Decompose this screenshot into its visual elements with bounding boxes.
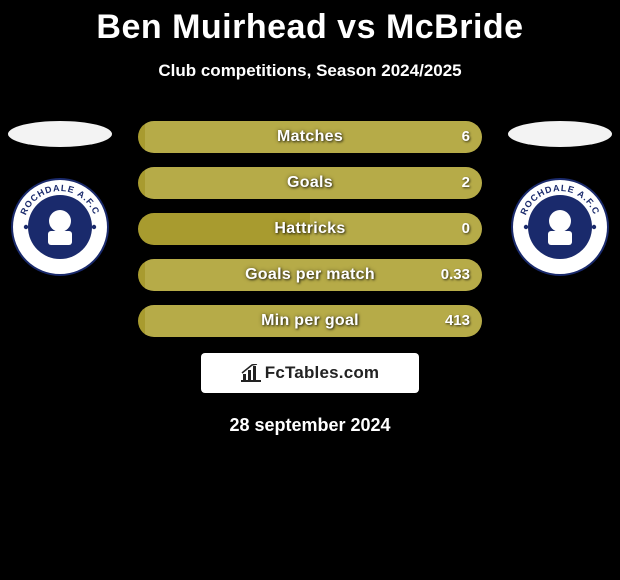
player1-name: Ben Muirhead	[96, 8, 327, 46]
stat-label: Min per goal	[138, 305, 482, 337]
page-title: Ben Muirhead vs McBride	[0, 0, 620, 47]
fctables-logo: FcTables.com	[201, 353, 419, 393]
club-crest-icon: ROCHDALE A.F.C THE DALE	[510, 177, 610, 277]
stat-row: Matches6	[138, 121, 482, 153]
content-area: ROCHDALE A.F.C THE DALE	[0, 121, 620, 337]
stat-value-right: 0	[462, 213, 470, 245]
stat-value-right: 413	[445, 305, 470, 337]
stat-value-right: 6	[462, 121, 470, 153]
title-vs: vs	[337, 8, 376, 46]
stat-label: Matches	[138, 121, 482, 153]
stat-value-right: 0.33	[441, 259, 470, 291]
club-crest-icon: ROCHDALE A.F.C THE DALE	[10, 177, 110, 277]
player2-club-crest: ROCHDALE A.F.C THE DALE	[510, 177, 610, 282]
stat-value-right: 2	[462, 167, 470, 199]
player2-photo-placeholder	[508, 121, 612, 147]
stat-row: Goals2	[138, 167, 482, 199]
player1-club-crest: ROCHDALE A.F.C THE DALE	[10, 177, 110, 282]
stats-bars: Matches6Goals2Hattricks0Goals per match0…	[138, 121, 482, 337]
stat-label: Goals	[138, 167, 482, 199]
subtitle: Club competitions, Season 2024/2025	[0, 61, 620, 81]
stat-row: Goals per match0.33	[138, 259, 482, 291]
stat-label: Goals per match	[138, 259, 482, 291]
player1-photo-placeholder	[8, 121, 112, 147]
date-text: 28 september 2024	[0, 415, 620, 436]
player1-column: ROCHDALE A.F.C THE DALE	[0, 121, 120, 282]
player2-name: McBride	[386, 8, 524, 46]
fctables-text: FcTables.com	[265, 363, 380, 383]
comparison-infographic: Ben Muirhead vs McBride Club competition…	[0, 0, 620, 580]
stat-row: Min per goal413	[138, 305, 482, 337]
stat-row: Hattricks0	[138, 213, 482, 245]
player2-column: ROCHDALE A.F.C THE DALE	[500, 121, 620, 282]
stat-label: Hattricks	[138, 213, 482, 245]
bar-chart-icon	[241, 364, 261, 382]
